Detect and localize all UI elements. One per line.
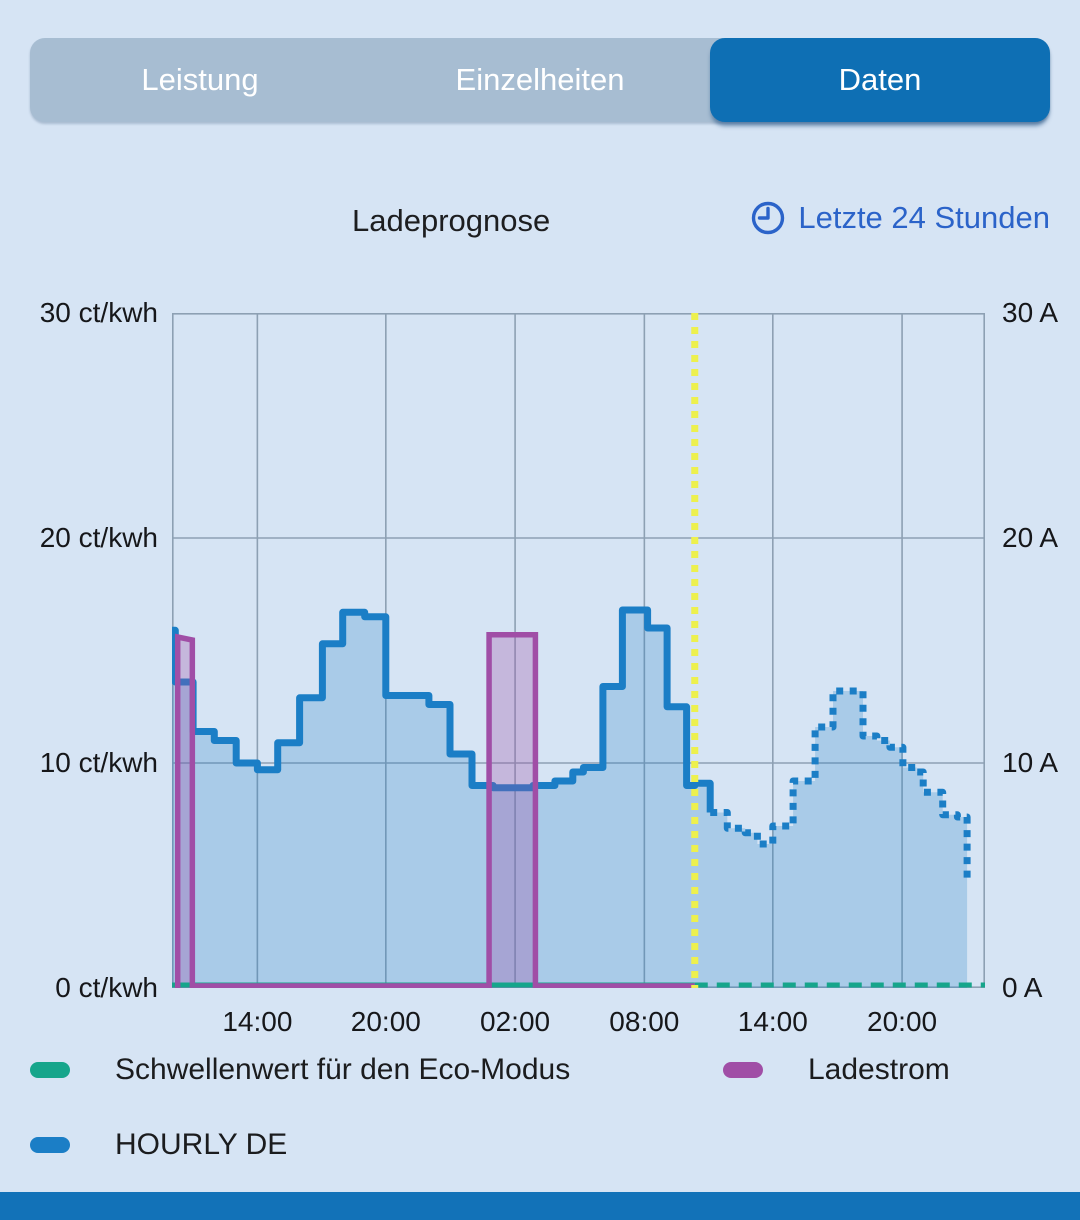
hourly-de-line-solid [172, 606, 714, 813]
y-axis-right-tick: 20 A [1002, 522, 1059, 553]
x-axis-tick: 20:00 [867, 1006, 938, 1037]
x-axis-tick: 14:00 [737, 1006, 808, 1037]
ladestrom-swatch [723, 1062, 763, 1078]
tab-einzelheiten[interactable]: Einzelheiten [370, 38, 710, 122]
chart-title: Ladeprognose [352, 203, 551, 238]
legend-item-hourly-de[interactable]: HOURLY DE [30, 1128, 287, 1162]
legend-label: Schwellenwert für den Eco-Modus [115, 1053, 571, 1086]
x-axis-tick: 20:00 [350, 1006, 421, 1037]
y-axis-left-tick: 10 ct/kwh [39, 747, 158, 778]
bottom-bar [0, 1192, 1080, 1220]
y-axis-left-tick: 20 ct/kwh [39, 522, 158, 553]
tab-daten[interactable]: Daten [710, 38, 1050, 122]
hourly-de-area [172, 610, 968, 988]
clock-icon [752, 201, 785, 235]
y-axis-right-tick: 0 A [1002, 972, 1043, 1003]
y-axis-left-tick: 0 ct/kwh [55, 972, 158, 1003]
legend-label: HOURLY DE [115, 1128, 288, 1161]
tab-leistung[interactable]: Leistung [30, 38, 370, 122]
legend-item-ladestrom[interactable]: Ladestrom [723, 1053, 950, 1087]
time-range-link[interactable]: Letzte 24 Stunden [750, 200, 1050, 236]
x-axis-tick: 08:00 [609, 1006, 680, 1037]
legend-item-eco-threshold[interactable]: Schwellenwert für den Eco-Modus [30, 1053, 570, 1087]
y-axis-right-tick: 30 A [1002, 297, 1059, 328]
eco-threshold-swatch [30, 1062, 70, 1078]
x-axis-tick: 02:00 [480, 1006, 551, 1037]
time-range-label: Letzte 24 Stunden [798, 200, 1050, 235]
ladestrom-pulse-fill [177, 637, 193, 988]
tab-bar: Leistung Einzelheiten Daten [30, 38, 1050, 122]
ladestrom-pulse-fill [489, 634, 536, 988]
y-axis-left-tick: 30 ct/kwh [39, 297, 158, 328]
x-axis-tick: 14:00 [222, 1006, 293, 1037]
hourly-de-swatch [30, 1137, 70, 1153]
forecast-chart [172, 313, 985, 988]
hourly-de-line-forecast-dotted [710, 687, 971, 880]
y-axis-right-tick: 10 A [1002, 747, 1059, 778]
ladestrom-line [174, 632, 695, 988]
legend-label: Ladestrom [808, 1053, 950, 1086]
